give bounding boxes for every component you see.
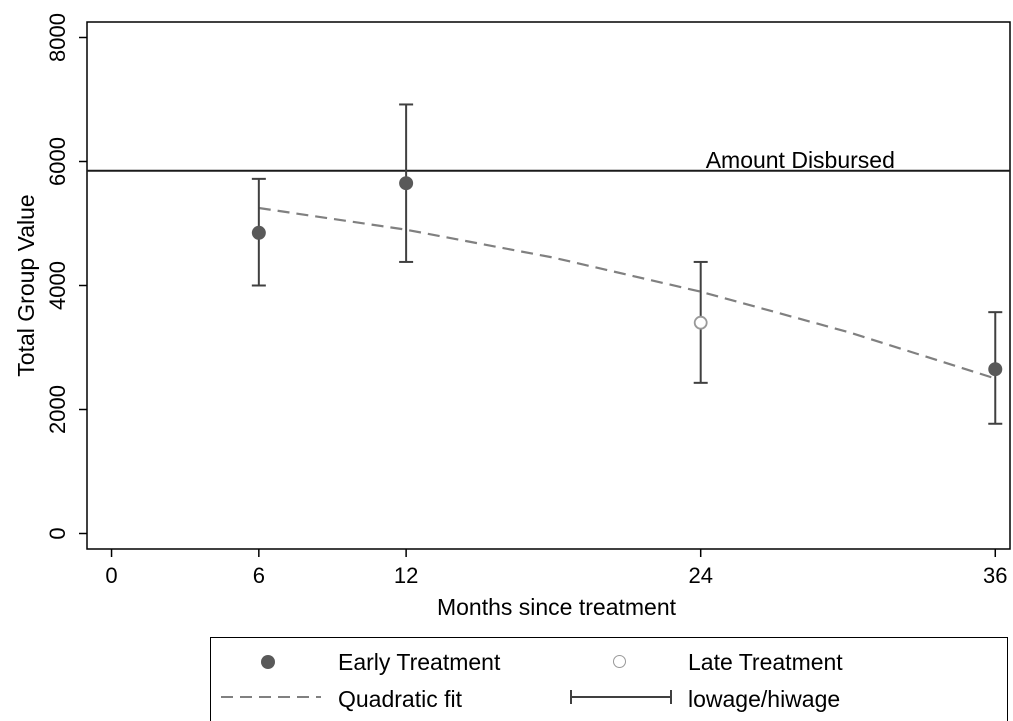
early-treatment-point-2 [988, 362, 1003, 377]
legend-error-bar-label: lowage/hiwage [688, 685, 841, 712]
y-axis-title: Total Group Value [13, 194, 39, 376]
y-tick-label-4: 8000 [45, 13, 70, 62]
y-tick-label-0: 0 [45, 527, 70, 539]
legend: Early Treatment Late Treatment Quadratic… [210, 637, 1008, 721]
x-tick-label-1: 6 [253, 563, 265, 588]
x-tick-label-2: 12 [394, 563, 418, 588]
early-treatment-point-0 [251, 225, 266, 240]
late-treatment-point-0 [693, 315, 708, 330]
x-tick-label-3: 24 [688, 563, 712, 588]
early-treatment-point-1 [399, 176, 414, 191]
legend-early-treatment-symbol [261, 655, 275, 669]
legend-late-treatment-symbol [613, 655, 626, 668]
legend-early-treatment-label: Early Treatment [338, 648, 501, 675]
legend-error-bar-symbol [570, 690, 672, 704]
y-tick-label-3: 6000 [45, 137, 70, 186]
legend-late-treatment-label: Late Treatment [688, 648, 843, 675]
plot-frame [86, 21, 1011, 550]
x-tick-label-4: 36 [983, 563, 1007, 588]
x-tick-label-0: 0 [105, 563, 117, 588]
legend-quadratic-fit-symbol [221, 696, 321, 698]
y-tick-label-2: 4000 [45, 261, 70, 310]
quadratic-fit-line [258, 206, 996, 380]
y-tick-label-1: 2000 [45, 385, 70, 434]
reference-line-label: Amount Disbursed [706, 147, 895, 173]
legend-quadratic-fit-label: Quadratic fit [338, 685, 462, 712]
x-axis-title: Months since treatment [437, 594, 677, 620]
